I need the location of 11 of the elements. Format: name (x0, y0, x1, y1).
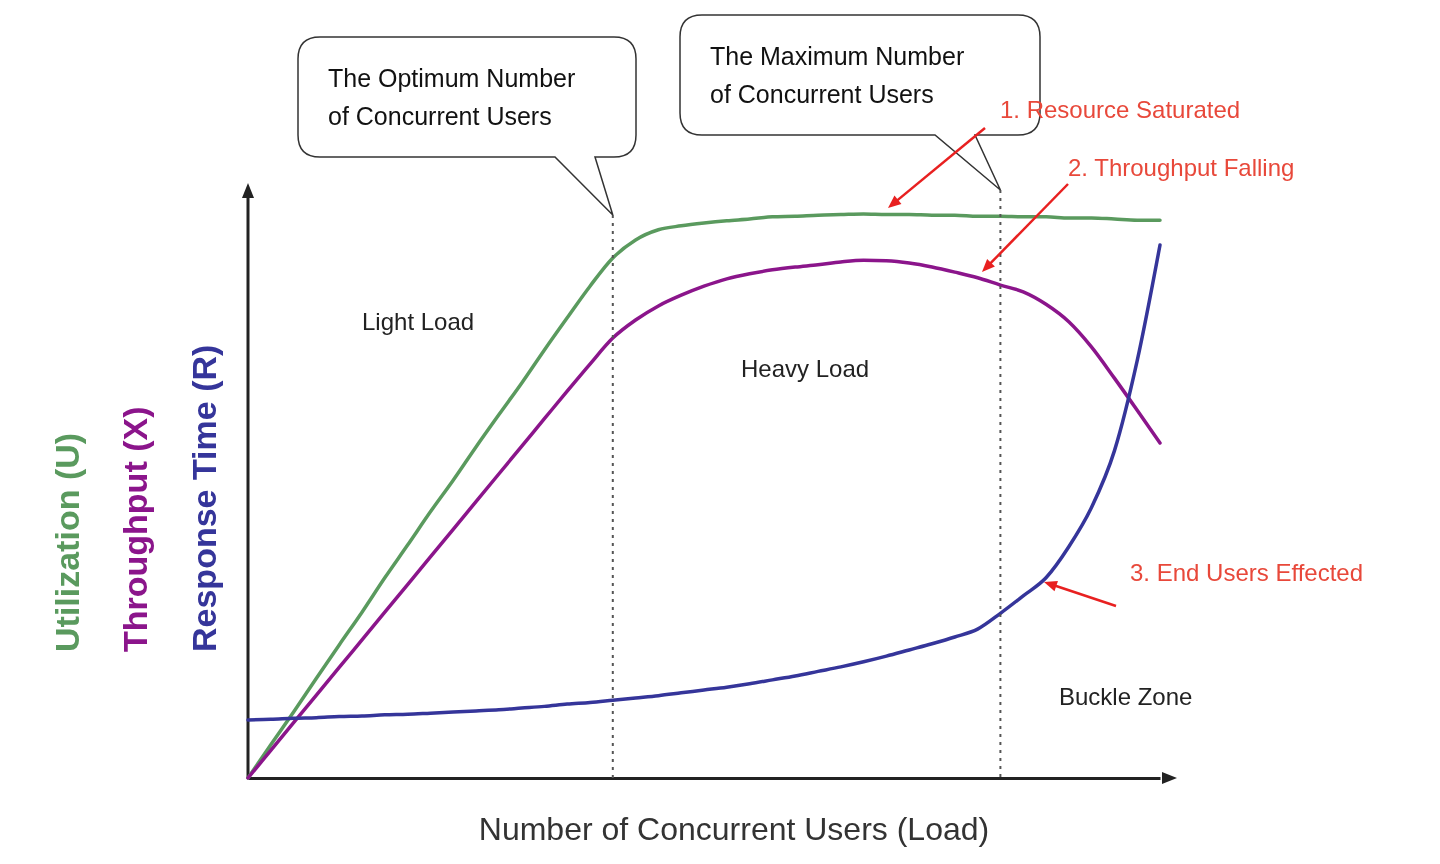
annotation: 3. End Users Effected (1130, 559, 1364, 586)
text: The Optimum Number of Concurrent Users (328, 64, 576, 130)
text: Response Time (R) (185, 344, 223, 652)
text: The Maximum Number of Concurrent Users (710, 42, 965, 108)
text: Utilization (U) (48, 432, 86, 652)
text: Throughput (X) (116, 406, 154, 652)
text: 2. Throughput Falling (1068, 154, 1295, 181)
annotation: Buckle Zone (1059, 683, 1193, 710)
x-axis-title: Number of Concurrent Users (Load) (478, 811, 990, 847)
annotation: Heavy Load (741, 355, 870, 382)
annotation: Light Load (362, 308, 475, 335)
